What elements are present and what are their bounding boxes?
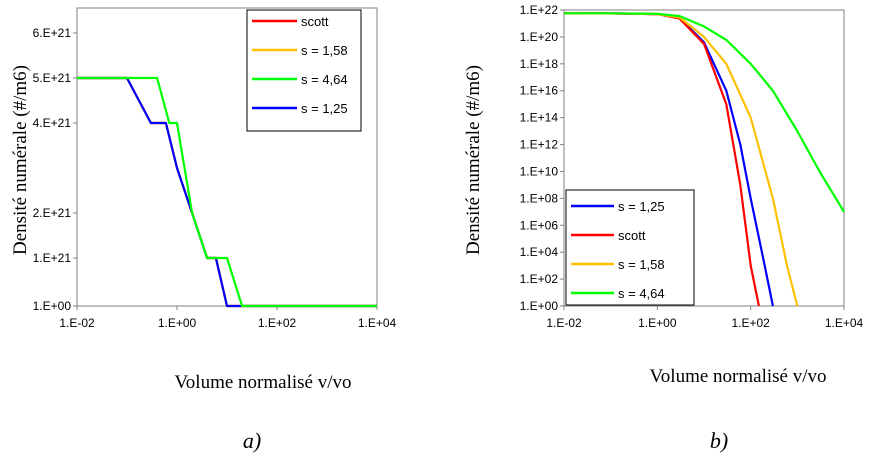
chart-b-legend: s = 1,25 scott s = 1,58 s = 4,64 <box>565 189 695 306</box>
chart-a-x-tick-label: 1.E-02 <box>59 316 95 330</box>
chart-b-legend-label: scott <box>618 228 646 243</box>
chart-b-y-tick-label: 1.E+18 <box>520 57 559 71</box>
chart-a-legend: scott s = 1,58 s = 4,64 s = 1,25 <box>246 9 362 132</box>
chart-a-series-line <box>77 76 377 308</box>
chart-b-y-tick-label: 1.E+08 <box>520 191 559 205</box>
chart-b-y-tick-label: 1.E+16 <box>520 84 559 98</box>
chart-a-y-tick-label: 5.E+21 <box>33 71 72 85</box>
chart-b-x-tick-label: 1.E+02 <box>731 316 770 330</box>
chart-b-y-tick-label: 1.E+20 <box>520 30 559 44</box>
chart-a: 1.E+00 1.E+21 2.E+21 4.E+21 5.E+21 6.E+21 1.E… <box>10 7 397 453</box>
chart-a-legend-label: s = 1,58 <box>301 43 348 58</box>
chart-a-legend-label: s = 1,25 <box>301 101 348 116</box>
chart-a-y-axis-title: Densité numérale (#/m6) <box>10 65 31 255</box>
chart-b-y-tick-label: 1.E+02 <box>520 272 559 286</box>
chart-b-legend-label: s = 1,25 <box>618 199 665 214</box>
chart-b-series-line <box>564 12 845 213</box>
chart-b-y-tick-label: 1.E+12 <box>520 138 559 152</box>
chart-b-y-tick-label: 1.E+22 <box>520 3 559 17</box>
chart-b-x-tick-label: 1.E+04 <box>825 316 864 330</box>
chart-a-legend-label: s = 4,64 <box>301 72 348 87</box>
chart-b-x-tick-label: 1.E-02 <box>546 316 582 330</box>
chart-a-y-tick-label: 4.E+21 <box>33 116 72 130</box>
chart-a-x-tick-label: 1.E+04 <box>358 316 397 330</box>
chart-a-x-tick-label: 1.E+02 <box>258 316 297 330</box>
chart-b: 1.E+00 1.E+02 1.E+04 1.E+06 1.E+08 1.E+10 1.E+… <box>463 3 864 453</box>
chart-a-legend-label: scott <box>301 14 329 29</box>
chart-a-x-tick-label: 1.E+00 <box>158 316 197 330</box>
chart-b-legend-label: s = 1,58 <box>618 257 665 272</box>
chart-b-y-tick-label: 1.E+04 <box>520 245 559 259</box>
chart-a-y-tick-label: 1.E+00 <box>33 299 72 313</box>
chart-b-y-tick-label: 1.E+00 <box>520 299 559 313</box>
chart-b-plot-area <box>563 9 845 307</box>
chart-b-y-tick-label: 1.E+14 <box>520 111 559 125</box>
chart-b-legend-label: s = 4,64 <box>618 286 665 301</box>
chart-b-x-tick-label: 1.E+00 <box>638 316 677 330</box>
chart-a-y-tick-label: 6.E+21 <box>33 26 72 40</box>
chart-a-y-tick-label: 2.E+21 <box>33 206 72 220</box>
chart-b-caption: b) <box>710 428 728 453</box>
chart-b-x-axis-title: Volume normalisé v/vo <box>650 366 827 387</box>
chart-b-y-tick-label: 1.E+10 <box>520 164 559 178</box>
chart-a-x-axis-title: Volume normalisé v/vo <box>175 372 352 393</box>
chart-a-caption: a) <box>243 428 261 453</box>
chart-b-y-axis-title: Densité numérale (#/m6) <box>463 65 484 255</box>
chart-a-y-tick-label: 1.E+21 <box>33 251 72 265</box>
chart-b-y-tick-label: 1.E+06 <box>520 218 559 232</box>
